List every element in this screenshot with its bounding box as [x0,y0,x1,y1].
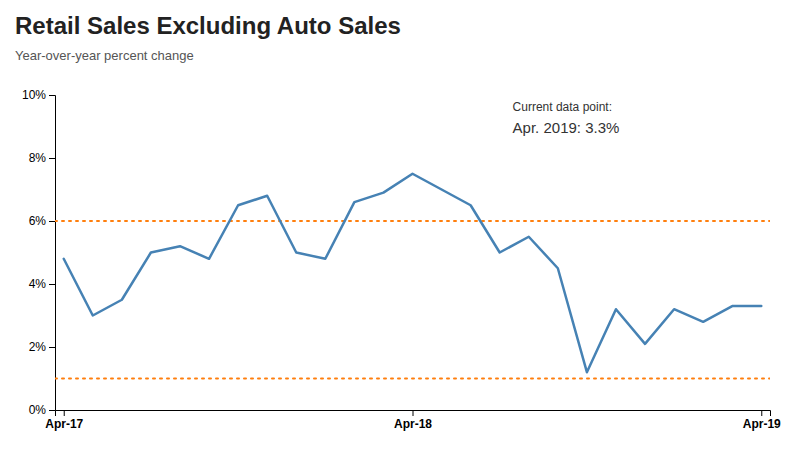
tick-mark [49,158,55,159]
tick-label: 4% [29,277,47,291]
y-tick: 4% [29,277,55,291]
tick-mark [49,95,55,96]
x-axis: Apr-17 Apr-18 Apr-19 [45,410,781,431]
tick-mark [49,284,55,285]
tick-label: Apr-18 [394,417,432,431]
tick-label: 2% [29,340,47,354]
y-tick: 0% [29,403,55,417]
tick-label: Apr-17 [45,417,83,431]
annotation: Current data point: [513,100,612,114]
tick-mark [413,410,414,416]
data-line [64,174,762,372]
reference-line [55,378,770,380]
tick-mark [49,347,55,348]
tick-label: 8% [29,151,47,165]
plot-area [55,174,770,379]
tick-label: 10% [22,88,46,102]
tick-label: Apr-19 [743,417,781,431]
y-tick: 10% [22,88,55,102]
tick-mark [49,221,55,222]
y-tick: 2% [29,340,55,354]
reference-line [55,220,770,222]
title: Retail Sales Excluding Auto Sales [15,12,401,39]
y-tick: 6% [29,214,55,228]
y-tick: 8% [29,151,55,165]
chart: Retail Sales Excluding Auto Sales Year-ov… [0,0,800,450]
subtitle: Year-over-year percent change [15,48,194,63]
annotation: Apr. 2019: 3.3% [513,119,620,136]
y-axis-line [49,96,56,411]
tick-label: 0% [29,403,47,417]
x-tick: Apr-19 [743,410,781,431]
tick-label: 6% [29,214,47,228]
tick-mark [761,410,762,416]
tick-mark [49,410,55,411]
y-axis: 0% 2% 4% 6% 8% 10% [22,88,56,417]
x-axis-line [56,411,771,417]
x-tick: Apr-17 [45,410,83,431]
x-tick: Apr-18 [394,410,432,431]
tick-mark [64,410,65,416]
